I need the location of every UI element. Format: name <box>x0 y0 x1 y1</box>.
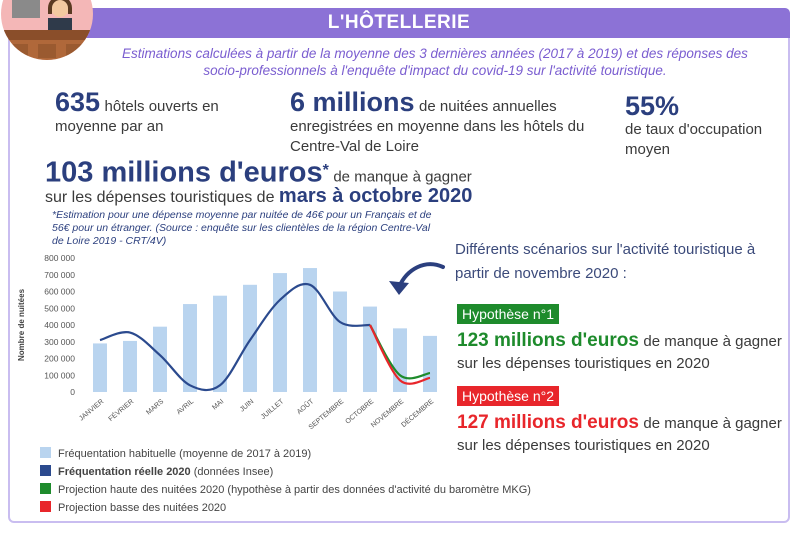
hypothesis-text: de manque à gagner sur les dépenses tour… <box>457 415 782 454</box>
subtitle: Estimations calculées à partir de la moy… <box>122 46 748 78</box>
stat-value: 6 millions <box>290 87 415 117</box>
legend-entry: Fréquentation habituelle (moyenne de 201… <box>40 447 311 461</box>
y-tick-label: 0 <box>70 387 75 397</box>
loss-line: 103 millions d'euros* de manque à gagner <box>45 156 472 192</box>
note: *Estimation pour une dépense moyenne par… <box>52 209 432 247</box>
scenarios-intro: Différents scénarios sur l'activité tour… <box>455 241 756 282</box>
stat-text: hôtels ouverts en moyenne par an <box>55 98 219 135</box>
y-tick-label: 300 000 <box>44 337 75 347</box>
loss-mark: * <box>322 162 329 179</box>
banner <box>8 8 790 38</box>
hypothesis: 123 millions d'euros de manque à gagner … <box>457 330 787 375</box>
stat-text: de taux d'occupation moyen <box>625 121 763 158</box>
y-tick-label: 400 000 <box>44 320 75 330</box>
bar <box>213 295 227 392</box>
legend-note: (moyenne de 2017 à 2019) <box>179 448 312 460</box>
legend-entry: Fréquentation réelle 2020 (données Insee… <box>40 465 273 479</box>
legend-entry: Projection basse des nuitées 2020 <box>40 501 226 515</box>
y-tick-label: 200 000 <box>44 354 75 364</box>
title: L'HÔTELLERIE <box>327 12 471 33</box>
x-tick-label: MAI <box>211 398 225 411</box>
stat: 635 hôtels ouverts en moyenne par an <box>55 89 245 137</box>
stat: 55% de taux d'occupation moyen <box>625 92 785 160</box>
bar <box>153 326 167 392</box>
bar <box>273 273 287 392</box>
x-tick-label: FÉVRIER <box>106 397 135 423</box>
legend-swatch <box>40 501 51 512</box>
x-tick-label: JUIN <box>239 398 255 413</box>
y-tick-label: 500 000 <box>44 303 75 313</box>
chart: Nombre de nuitées 0 100 000 200 000 300 000 4… <box>17 253 437 431</box>
illustration <box>1 0 93 60</box>
loss-text: sur les dépenses touristiques de <box>45 189 275 206</box>
x-tick-label: OCTOBRE <box>344 398 375 426</box>
y-tick-label: 800 000 <box>44 253 75 263</box>
legend-label: Fréquentation réelle 2020 <box>58 466 191 478</box>
hypothesis-label: Hypothèse n°1 <box>457 304 559 324</box>
line <box>369 324 431 385</box>
loss-period: mars à octobre 2020 <box>278 185 473 207</box>
stat-value: 635 <box>55 87 101 117</box>
bar <box>303 268 317 392</box>
legend-swatch <box>40 447 51 458</box>
line <box>99 282 371 392</box>
legend-label: Projection haute des nuitées 2020 <box>58 484 225 496</box>
x-tick-label: JANVIER <box>78 398 105 422</box>
legend-label: Projection basse des nuitées 2020 <box>58 502 227 514</box>
y-tick-label: 700 000 <box>44 270 75 280</box>
hypothesis-value: 127 millions d'euros <box>457 412 639 433</box>
hypothesis-label: Hypothèse n°2 <box>457 386 559 406</box>
loss-line: sur les dépenses touristiques de mars à … <box>45 184 472 210</box>
x-tick-label: AOÛT <box>295 396 316 416</box>
y-axis-label: Nombre de nuitées <box>17 288 26 361</box>
x-tick-label: JUILLET <box>260 398 286 421</box>
loss-value: 103 millions d'euros <box>45 156 323 189</box>
x-tick-label: DÉCEMBRE <box>399 396 435 429</box>
legend-note: (hypothèse à partir des données d'activi… <box>227 484 531 496</box>
legend-label: Fréquentation habituelle <box>58 448 177 460</box>
legend-swatch <box>40 465 51 476</box>
bar <box>363 306 377 392</box>
bar <box>333 291 347 392</box>
hypothesis-text: de manque à gagner sur les dépenses tour… <box>457 333 782 372</box>
legend-note: (données Insee) <box>193 466 274 478</box>
stat-text: de nuitées annuelles enregistrées en moy… <box>290 98 585 155</box>
y-tick-label: 100 000 <box>44 370 75 380</box>
hypothesis-value: 123 millions d'euros <box>457 330 639 351</box>
bar <box>183 304 197 392</box>
x-tick-label: AVRIL <box>176 398 196 416</box>
legend-swatch <box>40 483 51 494</box>
bar <box>123 340 137 392</box>
legend-entry: Projection haute des nuitées 2020 (hypot… <box>40 483 531 497</box>
bar <box>423 335 437 392</box>
y-tick-label: 600 000 <box>44 287 75 297</box>
stat-value: 55% <box>625 91 680 121</box>
bar <box>93 343 107 392</box>
hypothesis: 127 millions d'euros de manque à gagner … <box>457 412 787 457</box>
x-tick-label: MARS <box>145 398 165 417</box>
loss-text: de manque à gagner <box>333 168 472 186</box>
arrow <box>389 262 445 295</box>
stat: 6 millions de nuitées annuelles enregist… <box>290 89 585 157</box>
